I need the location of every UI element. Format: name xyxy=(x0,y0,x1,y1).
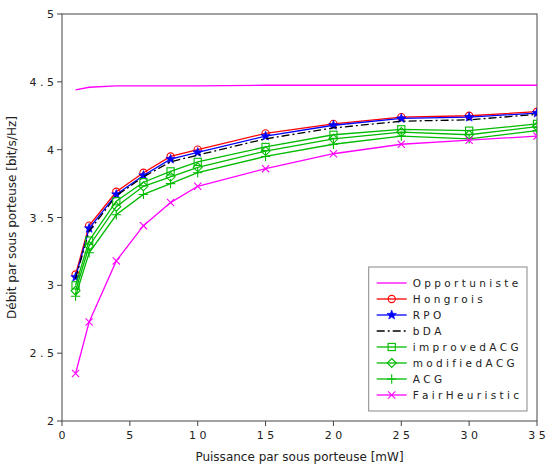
data-point xyxy=(193,168,202,177)
x-tick xyxy=(197,421,198,426)
data-point xyxy=(194,158,201,165)
y-tick xyxy=(57,217,62,218)
legend-handle xyxy=(377,362,407,363)
data-point xyxy=(329,140,338,149)
legend-marker xyxy=(388,391,395,398)
y-tick xyxy=(57,421,62,422)
data-point xyxy=(84,248,93,257)
series-line xyxy=(76,127,537,291)
legend-marker xyxy=(387,310,397,319)
x-tick-label: 0 xyxy=(59,429,66,442)
x-tick xyxy=(333,421,334,426)
legend-handle xyxy=(377,346,407,347)
legend-marker xyxy=(387,359,396,368)
data-point xyxy=(464,134,473,143)
y-tick-label: 4 xyxy=(47,144,54,157)
data-point xyxy=(166,154,176,163)
x-tick-label: 2 0 xyxy=(325,429,343,442)
y-tick-label: 2 . 5 xyxy=(30,347,55,360)
data-point xyxy=(112,202,121,211)
data-point xyxy=(466,137,473,144)
data-point xyxy=(193,147,203,156)
data-point xyxy=(262,165,269,172)
legend-handle xyxy=(377,298,407,299)
legend-label: m o d i f i e d A C G xyxy=(413,357,515,369)
x-tick-label: 1 5 xyxy=(257,429,275,442)
y-tick xyxy=(57,14,62,15)
legend-box xyxy=(369,267,527,411)
legend-label: b D A xyxy=(413,325,442,337)
data-point xyxy=(532,108,537,117)
series-line xyxy=(76,124,537,285)
x-tick xyxy=(129,421,130,426)
y-tick-label: 4 . 5 xyxy=(30,76,55,89)
legend-handle xyxy=(377,330,407,331)
data-point xyxy=(330,150,337,157)
x-tick-label: 1 0 xyxy=(189,429,207,442)
plot-frame xyxy=(62,14,537,421)
y-tick xyxy=(57,353,62,354)
series-line xyxy=(76,113,537,277)
data-point xyxy=(167,168,174,175)
series xyxy=(72,120,537,289)
legend-label: R P O xyxy=(413,309,442,321)
y-tick-label: 3 . 5 xyxy=(30,212,55,225)
data-point xyxy=(139,190,148,199)
legend-label: F a i r H e u r i s t i c xyxy=(413,389,520,401)
y-tick xyxy=(57,81,62,82)
x-axis-label: Puissance par sous porteuse [mW] xyxy=(195,450,403,464)
series xyxy=(76,85,537,90)
legend-label: i m p r o v e d A C G xyxy=(413,341,519,353)
y-tick xyxy=(57,149,62,150)
y-tick-label: 5 xyxy=(47,8,54,21)
chart: 0 5 1 0 1 5 2 0 2 5 3 0 3 5 2 2 . 5 3 3 . 5 4 4 . 5 5 P… xyxy=(0,0,553,473)
x-tick xyxy=(265,421,266,426)
legend-handle xyxy=(377,282,407,283)
data-point xyxy=(397,131,406,140)
data-point xyxy=(139,182,148,191)
series xyxy=(72,133,537,378)
data-point xyxy=(194,183,201,190)
data-point xyxy=(140,222,147,229)
legend-marker xyxy=(387,374,396,383)
x-tick xyxy=(62,421,63,426)
y-axis-label: Débit par sous porteuse [bit/s/Hz] xyxy=(5,116,19,319)
data-point xyxy=(113,198,120,205)
series-line xyxy=(76,85,537,90)
y-tick-label: 3 xyxy=(47,279,54,292)
series-line xyxy=(76,112,537,275)
x-tick-label: 5 xyxy=(126,429,133,442)
legend-label: O p p o r t u n i s t e xyxy=(413,277,518,289)
data-point xyxy=(113,257,120,264)
x-tick-label: 2 5 xyxy=(393,429,411,442)
data-point xyxy=(166,179,175,188)
data-point xyxy=(167,199,174,206)
legend: O p p o r t u n i s t e H o n g r o i s R … xyxy=(369,267,527,411)
legend-label: H o n g r o i s xyxy=(413,293,483,305)
legend-marker xyxy=(388,343,395,350)
legend-marker xyxy=(388,295,395,302)
data-point xyxy=(71,292,80,301)
x-tick-label: 3 0 xyxy=(460,429,478,442)
data-point xyxy=(112,210,121,219)
data-point xyxy=(533,122,538,131)
x-tick xyxy=(401,421,402,426)
series xyxy=(72,108,537,278)
legend-label: A C G xyxy=(413,373,442,385)
y-tick-label: 2 xyxy=(47,415,54,428)
y-tick xyxy=(57,285,62,286)
x-tick-label: 3 5 xyxy=(528,429,546,442)
data-point xyxy=(533,133,537,140)
x-tick xyxy=(469,421,470,426)
data-point xyxy=(86,318,93,325)
data-point xyxy=(398,141,405,148)
x-tick xyxy=(537,421,538,426)
data-point xyxy=(261,152,270,161)
data-point xyxy=(72,370,79,377)
